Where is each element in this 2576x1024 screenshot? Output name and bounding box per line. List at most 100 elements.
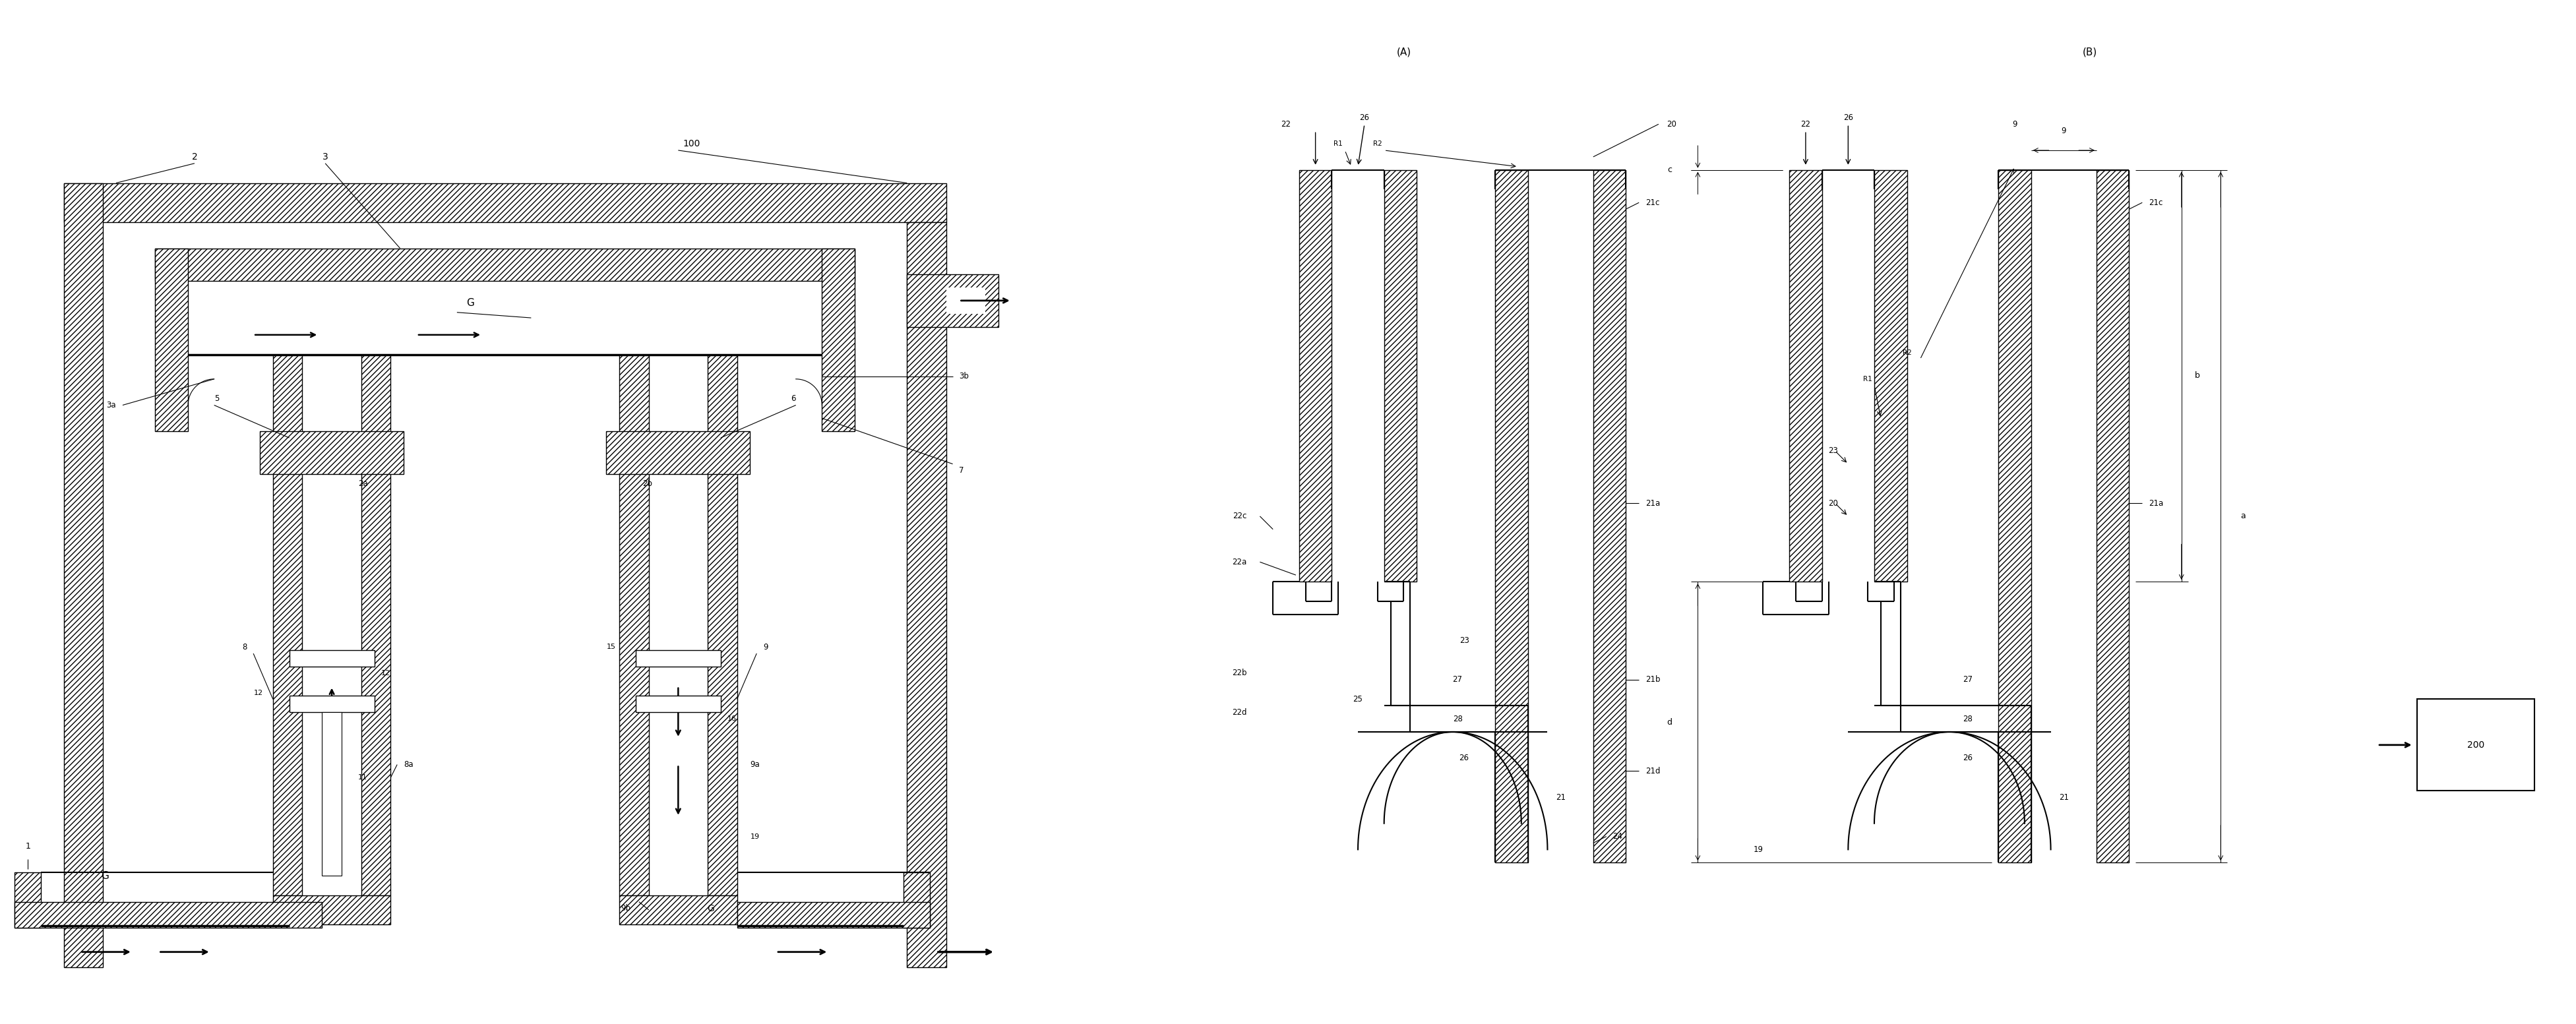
Text: 21c: 21c [1646,199,1659,207]
Bar [64,183,945,222]
Text: 9a: 9a [750,760,760,769]
Text: 20: 20 [1667,120,1677,128]
Text: 26: 26 [1458,754,1468,762]
Text: R1: R1 [1862,376,1873,382]
Text: 9: 9 [762,643,768,651]
Text: 22: 22 [1801,120,1811,128]
Text: 22b: 22b [1231,669,1247,677]
Bar [273,895,392,925]
Text: 100: 100 [683,139,701,148]
Text: 5: 5 [214,394,219,402]
Bar [737,902,930,928]
Bar [188,281,822,431]
Text: 9b: 9b [621,904,631,912]
Text: 20: 20 [1829,499,1839,508]
Bar [1592,170,1625,862]
Text: 1: 1 [26,842,31,851]
Bar [1875,170,1906,582]
Bar [907,274,999,327]
Text: 23: 23 [1829,446,1839,456]
Text: 9: 9 [2061,126,2066,135]
Text: 3: 3 [322,153,327,162]
Text: 27: 27 [1963,676,1973,684]
Bar [301,354,361,895]
Text: 15: 15 [608,644,616,650]
Text: 2: 2 [191,153,198,162]
Text: 28: 28 [1453,715,1463,723]
Bar [289,650,374,667]
Text: 21b: 21b [1646,676,1662,684]
Bar [1494,170,1528,862]
Bar [907,222,945,967]
Text: 22c: 22c [1234,512,1247,520]
Bar [15,872,41,928]
Text: 21a: 21a [1646,499,1659,508]
Text: 21d: 21d [1646,767,1662,775]
Text: 28: 28 [1963,715,1973,723]
Text: 8: 8 [242,643,247,651]
Text: (A): (A) [1396,47,1412,57]
Text: 23: 23 [1458,636,1468,645]
Text: 8a: 8a [404,760,412,769]
Text: d: d [1667,718,1672,726]
Bar [2416,699,2535,791]
Text: a: a [2241,512,2246,520]
Text: 2b: 2b [641,479,652,487]
Text: 24: 24 [1613,833,1623,841]
Bar [260,431,404,474]
Text: 6: 6 [791,394,796,402]
Text: 19: 19 [1754,845,1762,854]
Text: 21: 21 [2058,793,2069,802]
Bar [361,354,392,895]
Text: R1: R1 [1334,140,1342,147]
Text: G: G [708,904,714,913]
Text: 3a: 3a [106,400,116,410]
Text: 12: 12 [255,689,263,696]
Text: 21: 21 [1556,793,1566,802]
Bar [649,354,708,895]
Text: 2a: 2a [358,479,368,487]
Bar [155,249,855,281]
Text: 26: 26 [1844,114,1852,122]
Bar [618,354,649,895]
Bar [1298,170,1332,582]
Bar [322,713,343,876]
Text: G: G [100,870,108,881]
Bar [605,431,750,474]
Text: (B): (B) [2081,47,2097,57]
Text: 26: 26 [1360,114,1370,122]
Bar [64,183,103,967]
Text: 21c: 21c [2148,199,2164,207]
Text: 27: 27 [1453,676,1463,684]
Text: 19: 19 [750,834,760,840]
Text: 22d: 22d [1231,708,1247,717]
Text: 22: 22 [1280,120,1291,128]
Bar [301,431,361,461]
Bar [649,431,708,461]
Bar [822,249,855,431]
Text: 16: 16 [726,716,737,722]
Bar [945,288,987,313]
Text: 200: 200 [2468,740,2483,750]
Bar [636,650,721,667]
Bar [1999,170,2030,862]
Text: R2: R2 [1373,140,1383,147]
Text: R2: R2 [1904,349,1911,356]
Text: 3b: 3b [958,372,969,381]
Bar [2097,170,2130,862]
Text: 7: 7 [958,466,963,475]
Bar [708,354,737,895]
Text: 9: 9 [2012,120,2017,128]
Bar [618,895,737,925]
Text: 25: 25 [1352,695,1363,703]
Text: 21a: 21a [2148,499,2164,508]
Bar [273,354,301,895]
Bar [289,696,374,713]
Text: 12: 12 [381,670,389,677]
Text: 11: 11 [358,774,368,781]
Text: G: G [466,298,474,308]
Bar [155,249,188,431]
Text: c: c [1667,166,1672,174]
Text: b: b [2195,372,2200,380]
Bar [1790,170,1821,582]
